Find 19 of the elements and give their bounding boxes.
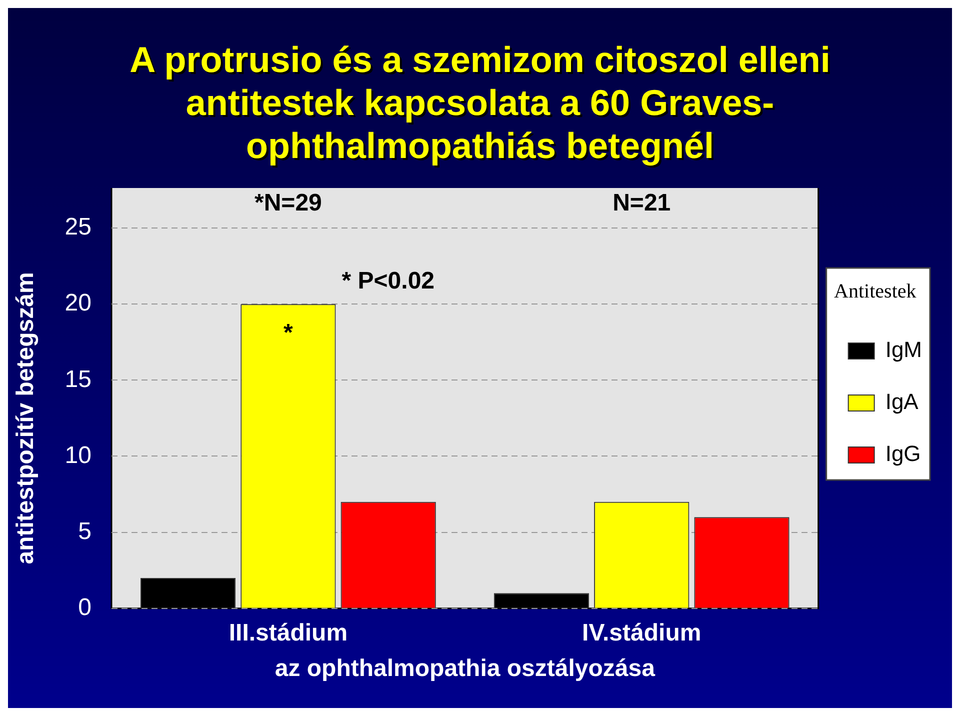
legend-title: Antitestek [834, 280, 916, 302]
y-tick-label: 10 [64, 441, 92, 468]
legend-label: IgM [885, 336, 922, 362]
x-axis-title: az ophthalmopathia osztályozása [274, 654, 656, 682]
text: *N=29 [254, 189, 322, 216]
y-tick-label: 15 [64, 365, 92, 392]
y-tick-label: 0 [78, 594, 92, 621]
annotation: * P<0.02 [342, 267, 435, 294]
text: N=21 [612, 189, 671, 216]
y-tick-label: 25 [64, 213, 92, 240]
x-tick-label: III.stádium [228, 618, 348, 646]
y-axis-title: antitestpozitív betegszám [12, 272, 40, 564]
legend-label: IgG [885, 440, 921, 466]
y-tick-label: 20 [64, 289, 92, 316]
y-tick-label: 5 [78, 518, 92, 545]
annotation: * [284, 319, 294, 346]
x-tick-label: IV.stádium [582, 618, 702, 646]
chart-title: A protrusio és a szemizom citoszol elleni antitestek kapcsolata a 60 Graves-ophthalmopathiás betegnél [128, 38, 832, 168]
legend-label: IgA [885, 388, 919, 414]
